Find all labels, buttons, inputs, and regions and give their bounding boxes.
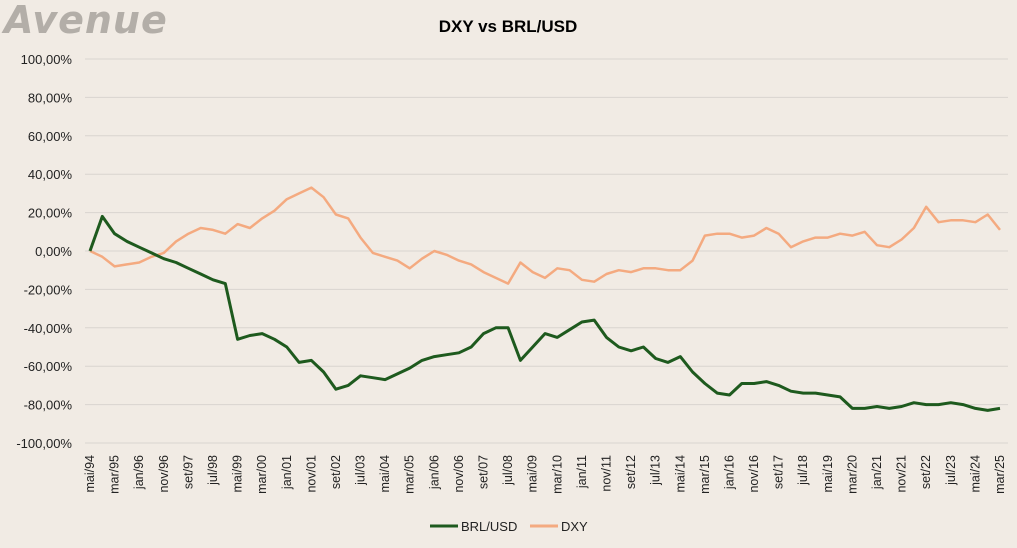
x-tick-label: set/02: [329, 455, 343, 489]
x-tick-label: mar/20: [845, 455, 859, 494]
x-tick-label: mar/15: [698, 455, 712, 494]
legend-label: DXY: [561, 519, 588, 534]
x-tick-label: nov/06: [452, 455, 466, 493]
series-line-dxy: [89, 186, 1001, 285]
y-tick-label: -100,00%: [16, 436, 72, 451]
x-tick-label: set/12: [624, 455, 638, 489]
series-line-brlusd: [88, 214, 1001, 412]
x-tick-label: mai/14: [673, 455, 687, 493]
y-tick-label: 100,00%: [21, 52, 73, 67]
chart-title: DXY vs BRL/USD: [439, 17, 578, 36]
x-tick-label: nov/01: [304, 455, 318, 493]
x-tick-label: nov/21: [895, 455, 909, 493]
x-tick-label: jul/18: [796, 455, 810, 486]
x-tick-label: jan/16: [722, 455, 736, 490]
x-tick-label: mai/94: [83, 455, 97, 493]
y-tick-label: -40,00%: [24, 321, 73, 336]
x-tick-label: mai/24: [968, 455, 982, 493]
y-tick-label: 20,00%: [28, 206, 73, 221]
x-tick-label: jul/23: [944, 455, 958, 486]
x-tick-label: jan/01: [280, 455, 294, 490]
x-tick-label: mar/10: [550, 455, 564, 494]
x-tick-label: nov/96: [157, 455, 171, 493]
x-tick-label: mai/09: [526, 455, 540, 493]
avenue-logo: Avenue: [4, 0, 168, 42]
x-tick-label: mai/19: [821, 455, 835, 493]
x-tick-label: jul/08: [501, 455, 515, 486]
y-tick-label: 0,00%: [35, 244, 72, 259]
y-tick-label: -80,00%: [24, 398, 73, 413]
y-tick-label: 80,00%: [28, 90, 73, 105]
x-tick-label: mar/00: [255, 455, 269, 494]
x-tick-label: mai/99: [231, 455, 245, 493]
x-tick-label: set/17: [772, 455, 786, 489]
x-tick-label: set/22: [919, 455, 933, 489]
x-tick-label: jan/11: [575, 455, 589, 489]
x-tick-label: mar/05: [403, 455, 417, 494]
x-tick-label: jul/98: [206, 455, 220, 486]
x-tick-label: jan/96: [132, 455, 146, 490]
x-tick-label: set/97: [181, 455, 195, 489]
x-tick-label: nov/16: [747, 455, 761, 493]
x-tick-label: nov/11: [599, 455, 613, 492]
y-tick-label: 40,00%: [28, 167, 73, 182]
x-tick-label: mai/04: [378, 455, 392, 493]
y-tick-label: 60,00%: [28, 129, 73, 144]
y-tick-label: -20,00%: [24, 282, 73, 297]
x-tick-label: jul/13: [649, 455, 663, 486]
x-tick-label: jan/06: [427, 455, 441, 490]
x-tick-label: jul/03: [354, 455, 368, 486]
x-tick-label: jan/21: [870, 455, 884, 490]
legend-label: BRL/USD: [461, 519, 517, 534]
x-tick-label: mar/25: [993, 455, 1007, 494]
y-tick-label: -60,00%: [24, 359, 73, 374]
x-tick-label: set/07: [477, 455, 491, 489]
x-tick-label: mar/95: [108, 455, 122, 494]
